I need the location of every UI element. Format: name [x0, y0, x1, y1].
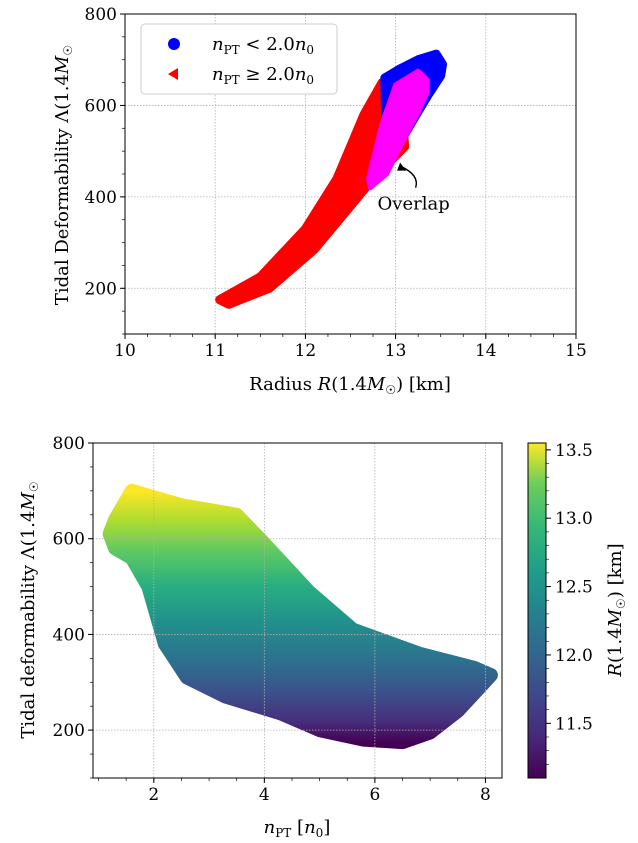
y-tick-label: 600 [85, 96, 117, 116]
y-tick-label: 400 [53, 625, 85, 645]
series-region-red [215, 69, 410, 309]
colorbar-tick-label: 13.5 [555, 441, 593, 461]
x-tick-label: 6 [369, 785, 380, 805]
panel-2-y-ticks: 200 400 600 800 [53, 434, 93, 779]
colorbar-tick-label: 12.0 [555, 646, 593, 666]
colorbar-tick-label: 13.0 [555, 509, 593, 529]
series-region-overlap [366, 68, 430, 191]
panel-2-x-ticks: 2 4 6 8 [98, 778, 491, 805]
x-tick-label: 4 [259, 785, 270, 805]
scatter-region [102, 483, 498, 750]
y-tick-label: 800 [85, 5, 117, 25]
y-tick-label: 200 [53, 721, 85, 741]
panel-2: 2 4 6 8 200 400 600 800 nPT [n0] Tidal deforma… [18, 434, 628, 840]
annotation-arrowhead [397, 162, 407, 171]
panel-1-y-ticks: 200 400 600 800 [85, 5, 125, 335]
colorbar-tick-label: 12.5 [555, 578, 593, 598]
legend-entry-2: nPT ≥ 2.0n0 [212, 64, 314, 87]
y-tick-label: 600 [53, 530, 85, 550]
legend-box [140, 23, 338, 95]
x-tick-label: 2 [148, 785, 159, 805]
y-tick-label: 800 [53, 434, 85, 454]
panel-2-x-label: nPT [n0] [264, 817, 331, 840]
x-tick-label: 12 [295, 341, 317, 361]
colorbar: 11.5 12.0 12.5 13.0 13.5 R(1.4M☉) [km] [527, 441, 628, 779]
colorbar-label: R(1.4M☉) [km] [605, 543, 628, 677]
panel-1-legend: nPT < 2.0n0 nPT ≥ 2.0n0 [140, 23, 338, 95]
x-tick-label: 10 [114, 341, 136, 361]
y-tick-label: 200 [85, 279, 117, 299]
y-tick-label: 400 [85, 188, 117, 208]
legend-marker-triangle [168, 68, 178, 80]
panel-1: 10 11 12 13 14 15 200 400 600 800 nPT < 2.0n0 nP… [52, 5, 587, 397]
annotation-text: Overlap [378, 194, 450, 215]
x-tick-label: 13 [385, 341, 407, 361]
colorbar-tick-label: 11.5 [555, 714, 593, 734]
panel-1-x-ticks: 10 11 12 13 14 15 [114, 334, 587, 361]
x-tick-label: 15 [565, 341, 587, 361]
legend-entry-1: nPT < 2.0n0 [212, 34, 314, 57]
panel-1-y-label: Tidal Deformability Λ(1.4M☉ [52, 45, 75, 305]
x-tick-label: 11 [204, 341, 226, 361]
panel-1-data [215, 49, 447, 309]
panel-2-data [102, 483, 498, 750]
legend-marker-circle [168, 38, 180, 50]
panel-1-x-label: Radius R(1.4M☉) [km] [249, 374, 451, 397]
x-tick-label: 14 [475, 341, 497, 361]
overlap-annotation: Overlap [378, 162, 450, 215]
colorbar-gradient [527, 442, 547, 779]
panel-2-y-label: Tidal deformability Λ(1.4M☉ [18, 481, 41, 738]
x-tick-label: 8 [480, 785, 491, 805]
colorbar-ticks: 11.5 12.0 12.5 13.0 13.5 [546, 441, 593, 765]
